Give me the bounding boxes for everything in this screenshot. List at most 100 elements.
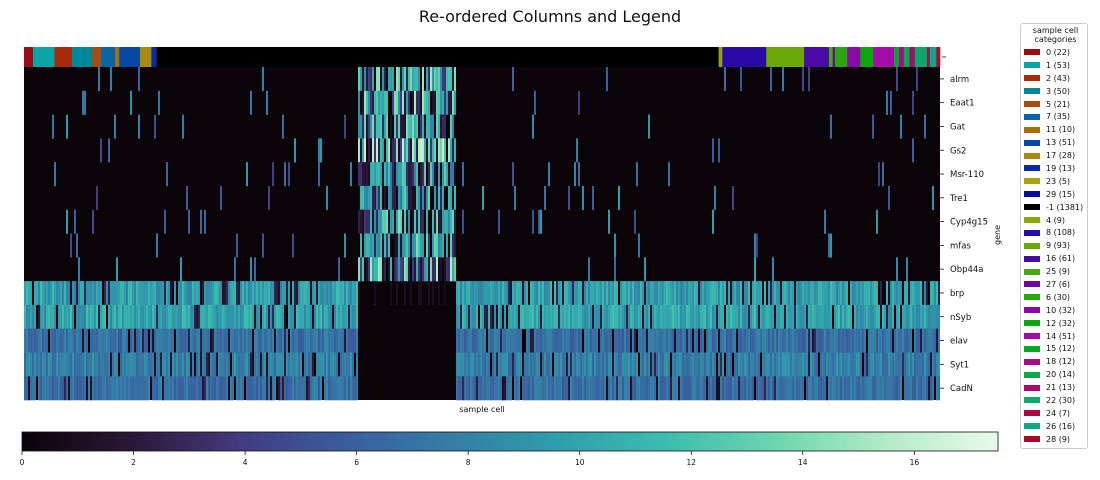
heatmap-cell xyxy=(306,304,308,329)
heatmap-cell xyxy=(42,352,44,377)
heatmap-cell xyxy=(378,114,380,139)
heatmap-cell xyxy=(832,281,834,306)
heatmap-cell xyxy=(138,376,140,401)
heatmap-cell xyxy=(692,328,694,353)
heatmap-cell xyxy=(438,257,440,282)
heatmap-cell xyxy=(608,376,610,401)
heatmap-cell xyxy=(510,304,512,329)
heatmap-cell xyxy=(188,376,190,401)
heatmap-cell xyxy=(606,281,608,306)
heatmap-cell xyxy=(160,304,162,329)
heatmap-cell xyxy=(488,304,490,329)
heatmap-cell xyxy=(118,304,120,329)
legend-swatch xyxy=(1024,165,1040,172)
heatmap-cell xyxy=(876,352,878,377)
legend-label: 21 (13) xyxy=(1046,383,1076,393)
heatmap-cell xyxy=(514,304,516,329)
heatmap-cell xyxy=(556,376,558,401)
heatmap-cell xyxy=(562,352,564,377)
heatmap-cell xyxy=(286,281,288,306)
heatmap-cell xyxy=(580,304,582,329)
heatmap-cell xyxy=(500,281,502,306)
heatmap-cell xyxy=(908,376,910,401)
heatmap-cell xyxy=(92,376,94,401)
legend-entry: 7 (35) xyxy=(1024,110,1087,123)
heatmap-cell xyxy=(266,352,268,377)
heatmap-cell xyxy=(546,328,548,353)
heatmap-cell xyxy=(498,376,500,401)
heatmap-cell xyxy=(724,328,726,353)
heatmap-cell xyxy=(826,352,828,377)
heatmap-cell xyxy=(536,281,538,306)
heatmap-cell xyxy=(882,352,884,377)
heatmap-cell xyxy=(588,376,590,401)
heatmap-cell xyxy=(708,352,710,377)
heatmap-cell xyxy=(774,328,776,353)
heatmap-cell xyxy=(396,67,398,92)
heatmap-cell xyxy=(472,352,474,377)
heatmap-cell xyxy=(344,352,346,377)
heatmap-cell xyxy=(310,352,312,377)
heatmap-cell xyxy=(284,328,286,353)
heatmap-cell xyxy=(380,90,382,115)
heatmap-cell xyxy=(96,352,98,377)
heatmap-cell xyxy=(192,328,194,353)
heatmap-cell xyxy=(240,376,242,401)
heatmap-cell xyxy=(620,328,622,353)
heatmap-cell xyxy=(810,328,812,353)
heatmap-cell xyxy=(814,304,816,329)
heatmap-cell xyxy=(24,376,26,401)
heatmap-cell xyxy=(268,352,270,377)
heatmap-cell xyxy=(56,328,58,353)
heatmap-cell xyxy=(818,328,820,353)
heatmap-cell xyxy=(382,209,384,234)
heatmap-cell xyxy=(128,304,130,329)
heatmap-cell xyxy=(86,281,88,306)
heatmap-cell xyxy=(678,281,680,306)
heatmap-cell xyxy=(58,304,60,329)
heatmap-cell xyxy=(86,352,88,377)
heatmap-cell xyxy=(690,376,692,401)
heatmap-cell xyxy=(778,352,780,377)
heatmap-cell xyxy=(372,90,374,115)
heatmap-cell xyxy=(204,209,206,234)
heatmap-cell xyxy=(612,281,614,306)
heatmap-cell xyxy=(292,304,294,329)
heatmap-cell xyxy=(836,281,838,306)
heatmap-cell xyxy=(140,328,142,353)
heatmap-cell xyxy=(712,304,714,329)
heatmap-cell xyxy=(712,209,714,234)
heatmap-cell xyxy=(658,281,660,306)
heatmap-cell xyxy=(888,281,890,306)
heatmap-cell xyxy=(408,257,410,282)
heatmap-cell xyxy=(234,352,236,377)
heatmap-cell xyxy=(772,281,774,306)
heatmap-cell xyxy=(362,138,364,163)
heatmap-cell xyxy=(220,352,222,377)
heatmap-cell xyxy=(326,352,328,377)
heatmap-cell xyxy=(214,328,216,353)
heatmap-cell xyxy=(248,281,250,306)
heatmap-cell xyxy=(918,281,920,306)
heatmap-cell xyxy=(406,162,408,187)
heatmap-cell xyxy=(70,304,72,329)
heatmap-cell xyxy=(900,281,902,306)
heatmap-cell xyxy=(512,281,514,306)
heatmap-cell xyxy=(400,114,402,139)
legend-label: 4 (9) xyxy=(1046,215,1065,225)
heatmap-cell xyxy=(786,328,788,353)
heatmap-cell xyxy=(818,376,820,401)
heatmap-cell xyxy=(246,376,248,401)
heatmap-cell xyxy=(368,114,370,139)
heatmap-cell xyxy=(748,328,750,353)
heatmap-cell xyxy=(756,376,758,401)
heatmap-cell xyxy=(186,376,188,401)
heatmap-cell xyxy=(228,281,230,306)
heatmap-cell xyxy=(324,281,326,306)
legend-swatch xyxy=(1024,268,1040,275)
heatmap-cell xyxy=(408,90,410,115)
heatmap-cell xyxy=(336,304,338,329)
heatmap-cell xyxy=(510,328,512,353)
legend-label: -1 (1381) xyxy=(1046,202,1084,212)
heatmap-cell xyxy=(376,114,378,139)
